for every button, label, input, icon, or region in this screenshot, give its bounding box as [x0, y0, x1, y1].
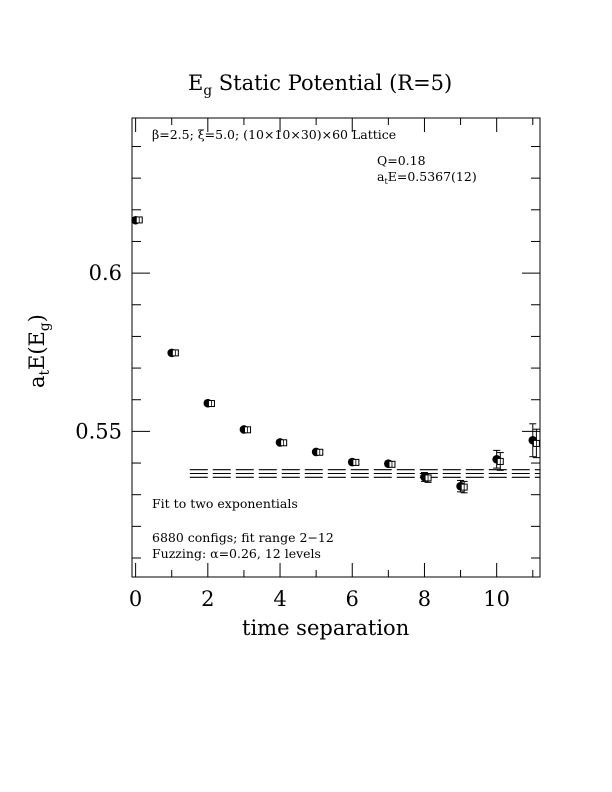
- x-tick-label: 10: [483, 587, 510, 611]
- x-tick-label: 6: [346, 587, 359, 611]
- title-rest: Static Potential (R=5): [212, 71, 453, 95]
- fit-description: Fit to two exponentials: [152, 496, 298, 511]
- x-tick-label: 0: [129, 587, 142, 611]
- chart-title: Eg Static Potential (R=5): [188, 71, 453, 98]
- axis-tick-labels: 0 2 4 6 8 10 0.55 0.6: [75, 261, 510, 611]
- energy-t: t: [384, 175, 388, 186]
- ylabel-g: g: [36, 322, 53, 332]
- y-axis-label: atE(Eg): [25, 314, 53, 388]
- energy-value: atE=0.5367(12): [377, 169, 477, 186]
- ylabel-t: t: [36, 369, 53, 376]
- energy-a: a: [377, 169, 385, 184]
- lattice-info: β=2.5; ξ=5.0; (10×10×30)×60 Lattice: [152, 127, 397, 142]
- fuzzing-info: Fuzzing: α=0.26, 12 levels: [152, 546, 321, 561]
- q-value: Q=0.18: [377, 153, 426, 168]
- data-points: [131, 215, 540, 494]
- title-subscript: g: [203, 82, 213, 99]
- x-tick-label: 4: [273, 587, 286, 611]
- plot-frame: [131, 117, 541, 578]
- x-tick-label: 2: [201, 587, 214, 611]
- ylabel-a: a: [25, 375, 49, 388]
- x-tick-label: 8: [418, 587, 431, 611]
- ylabel-mid: E(E: [25, 331, 49, 370]
- configs-info: 6880 configs; fit range 2−12: [152, 530, 334, 545]
- fit-band: [189, 469, 540, 478]
- energy-rest: E=0.5367(12): [387, 169, 477, 184]
- x-axis-label: time separation: [242, 616, 410, 640]
- y-tick-label: 0.6: [89, 261, 122, 285]
- y-tick-label: 0.55: [75, 419, 122, 443]
- axis-ticks: [132, 118, 540, 577]
- title-main: E: [188, 71, 204, 95]
- ylabel-end: ): [25, 314, 49, 323]
